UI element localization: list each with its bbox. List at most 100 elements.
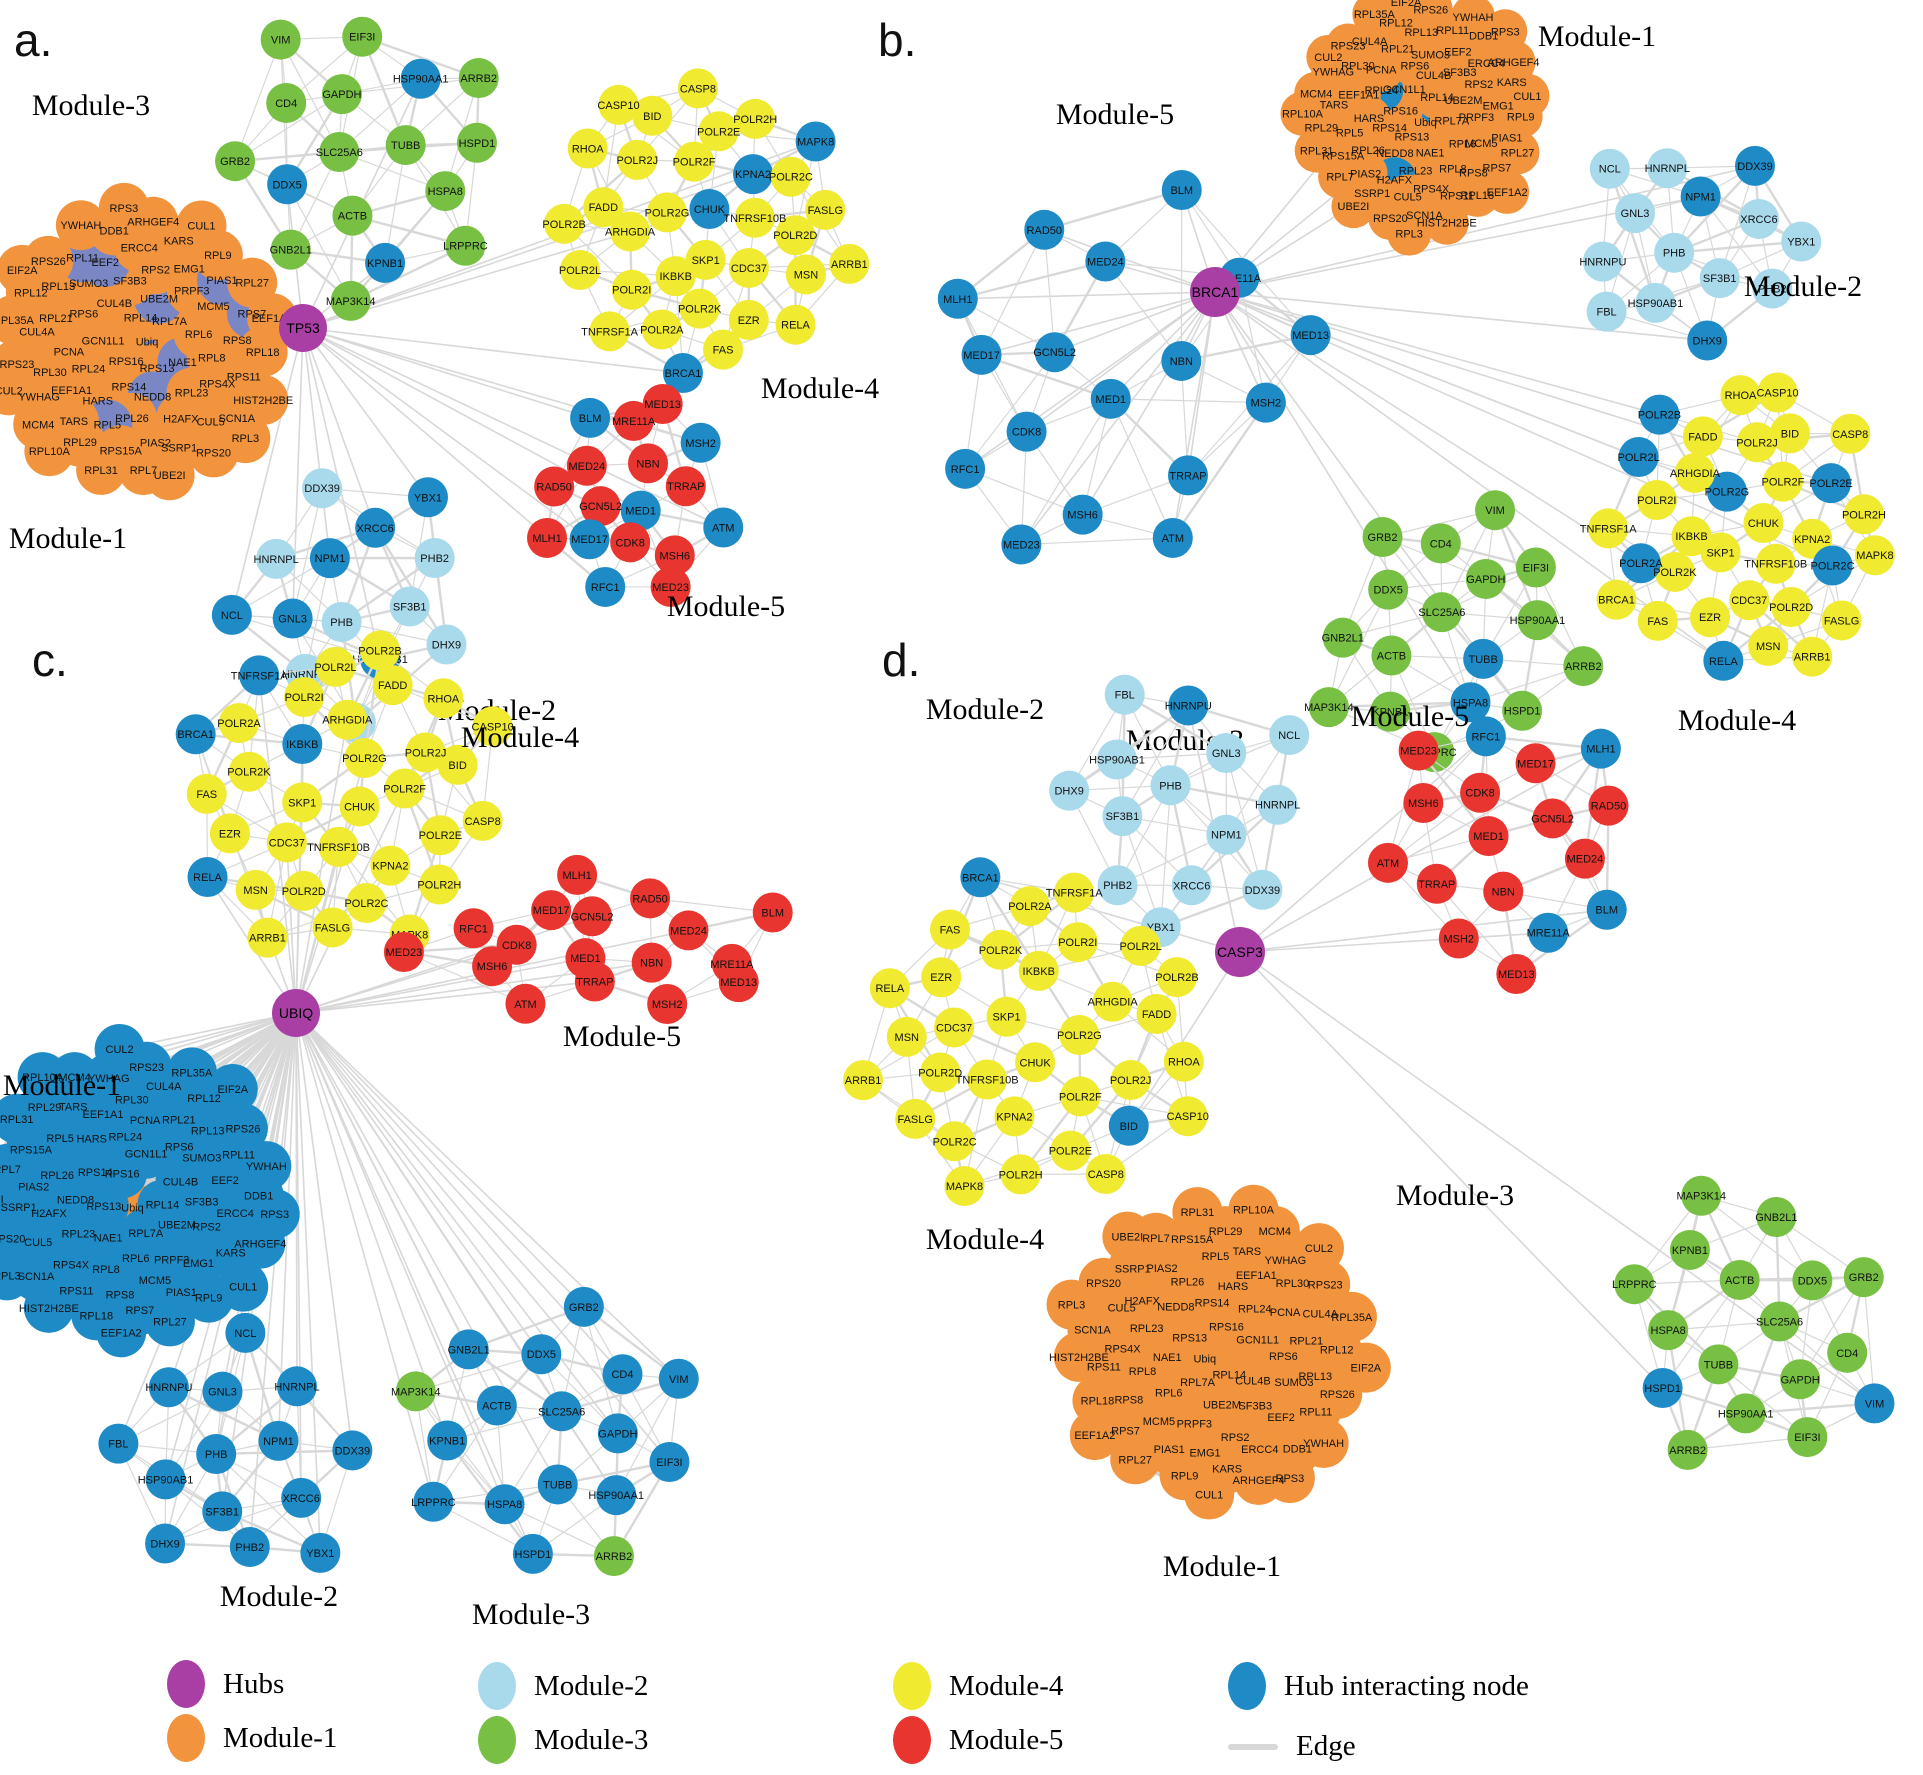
node-label-MCM5: MCM5 bbox=[139, 1275, 171, 1287]
node-label-EEF2: EEF2 bbox=[1444, 47, 1472, 59]
node-label-RFC1: RFC1 bbox=[459, 923, 488, 935]
edge bbox=[415, 1353, 542, 1392]
node-label-SF3B3: SF3B3 bbox=[1238, 1400, 1272, 1412]
node-label-RPS26: RPS26 bbox=[1320, 1389, 1355, 1401]
node-label-RPL6: RPL6 bbox=[122, 1253, 150, 1265]
node-CHUK bbox=[1015, 1042, 1056, 1083]
node-label-BRCA1: BRCA1 bbox=[665, 368, 702, 380]
hub-spoke bbox=[302, 327, 684, 374]
node-GNB2L1 bbox=[1322, 617, 1363, 658]
node-label-TNFRSF10B: TNFRSF10B bbox=[307, 842, 370, 854]
node-label-CDC37: CDC37 bbox=[731, 263, 767, 275]
node-label-POLR2G: POLR2G bbox=[1705, 487, 1750, 499]
node-MRE11A bbox=[613, 400, 654, 441]
node-label-RPS3: RPS3 bbox=[1491, 26, 1520, 38]
node-POLR2E bbox=[1050, 1130, 1091, 1171]
node-label-HNRNPU: HNRNPU bbox=[1165, 700, 1212, 712]
edge bbox=[1021, 537, 1173, 546]
node-label-RPS26: RPS26 bbox=[225, 1123, 260, 1135]
node-label-EIF3I: EIF3I bbox=[1794, 1432, 1820, 1444]
node-label-EIF2A: EIF2A bbox=[1391, 0, 1422, 9]
node-label-MLH1: MLH1 bbox=[1586, 744, 1615, 756]
node-ARHGDIA bbox=[327, 699, 368, 740]
node-PHB2 bbox=[1752, 268, 1793, 309]
node-label-RPS20: RPS20 bbox=[0, 1233, 25, 1245]
node-label-GCN1L1: GCN1L1 bbox=[125, 1149, 168, 1161]
node-label-TUBB: TUBB bbox=[1704, 1359, 1733, 1371]
node-PHB2 bbox=[1097, 865, 1138, 906]
node-SF3B1 bbox=[1102, 796, 1143, 837]
node-label-EMG1: EMG1 bbox=[1189, 1447, 1220, 1459]
node-label-MSH2: MSH2 bbox=[685, 438, 716, 450]
node-label-RPL35A: RPL35A bbox=[171, 1067, 213, 1079]
node-label-RPS23: RPS23 bbox=[1308, 1279, 1343, 1291]
node-label-SUMO3: SUMO3 bbox=[1274, 1377, 1313, 1389]
node-label-RPL11: RPL11 bbox=[1299, 1407, 1332, 1419]
node-label-HSPD1: HSPD1 bbox=[515, 1549, 552, 1561]
node-label-TRRAP: TRRAP bbox=[667, 481, 704, 493]
node-label-CUL4A: CUL4A bbox=[19, 326, 55, 338]
hub-spoke bbox=[957, 291, 1216, 300]
node-label-CASP10: CASP10 bbox=[472, 721, 514, 733]
node-label-RPL29: RPL29 bbox=[1305, 122, 1339, 134]
node-label-YBX1: YBX1 bbox=[414, 492, 442, 504]
edge bbox=[468, 1305, 585, 1351]
node-label-RPL13: RPL13 bbox=[1404, 27, 1438, 39]
node-label-MED23: MED23 bbox=[652, 582, 689, 594]
node-label-CASP10: CASP10 bbox=[597, 100, 639, 112]
node-POLR2K bbox=[679, 288, 720, 329]
node-label-DDX39: DDX39 bbox=[335, 1445, 370, 1457]
node-HSPD1 bbox=[456, 122, 497, 163]
node-POLR2J bbox=[1110, 1060, 1151, 1101]
node-NCL bbox=[225, 1312, 266, 1353]
node-label-RPL10A: RPL10A bbox=[22, 1072, 64, 1084]
edge bbox=[561, 1377, 680, 1413]
node-label-RFC1: RFC1 bbox=[1471, 731, 1500, 743]
node-label-BLM: BLM bbox=[1170, 185, 1193, 197]
node-GNL3 bbox=[272, 598, 313, 639]
node-label-H2AFX: H2AFX bbox=[1124, 1295, 1160, 1307]
module-b-Module-5: MED1GCN5L2NBNCDK8MED24TRRAPMED17MRE11AMS… bbox=[937, 98, 1331, 565]
node-label-ARRB2: ARRB2 bbox=[1565, 661, 1602, 673]
node-label-MED23: MED23 bbox=[386, 947, 423, 959]
hub-spoke bbox=[295, 1012, 619, 1434]
node-label-RPL5: RPL5 bbox=[46, 1133, 74, 1145]
node-label-POLR2D: POLR2D bbox=[282, 886, 326, 898]
node-label-NEDD8: NEDD8 bbox=[1376, 148, 1413, 160]
node-NBN bbox=[1483, 871, 1524, 912]
node-label-HSP90AB1: HSP90AB1 bbox=[138, 1474, 194, 1486]
node-label-CUL1: CUL1 bbox=[1195, 1489, 1223, 1501]
node-label-MAP3K14: MAP3K14 bbox=[1304, 702, 1354, 714]
node-label-RPL30: RPL30 bbox=[1276, 1278, 1310, 1290]
node-label-NCL: NCL bbox=[1278, 730, 1300, 742]
node-label-HSP90AA1: HSP90AA1 bbox=[1718, 1408, 1774, 1420]
node-label-RPS15A: RPS15A bbox=[1171, 1234, 1214, 1246]
module-label-a-Module-3: Module-3 bbox=[32, 89, 150, 122]
node-CDC37 bbox=[934, 1007, 975, 1048]
node-label-GNL3: GNL3 bbox=[1212, 748, 1241, 760]
node-SKP1 bbox=[685, 239, 726, 280]
node-VIM bbox=[1854, 1383, 1895, 1424]
node-label-RPL3: RPL3 bbox=[1058, 1300, 1086, 1312]
node-label-UBE2M: UBE2M bbox=[1203, 1399, 1241, 1411]
node-label-PHB: PHB bbox=[1159, 780, 1182, 792]
node-label-NEDD8: NEDD8 bbox=[134, 392, 171, 404]
node-POLR2H bbox=[1000, 1154, 1041, 1195]
node-label-POLR2C: POLR2C bbox=[769, 172, 813, 184]
node-label-POLR2I: POLR2I bbox=[285, 692, 324, 704]
node-BLM bbox=[752, 892, 793, 933]
node-CUL1 bbox=[176, 200, 227, 251]
node-label-ARHGDIA: ARHGDIA bbox=[1088, 997, 1139, 1009]
node-label-RPL31: RPL31 bbox=[1181, 1207, 1215, 1219]
node-label-TRRAP: TRRAP bbox=[576, 977, 613, 989]
node-MSH2 bbox=[1438, 918, 1479, 959]
node-MAPK8 bbox=[1854, 535, 1895, 576]
node-label-PIAS2: PIAS2 bbox=[1350, 168, 1381, 180]
node-label-RPL9: RPL9 bbox=[195, 1293, 223, 1305]
node-label-HSP90AA1: HSP90AA1 bbox=[393, 74, 449, 86]
node-GAPDH bbox=[1465, 558, 1506, 599]
node-label-EZR: EZR bbox=[930, 972, 952, 984]
node-label-POLR2B: POLR2B bbox=[1155, 972, 1198, 984]
node-label-EMG1: EMG1 bbox=[174, 263, 205, 275]
edge bbox=[1687, 1436, 1808, 1451]
